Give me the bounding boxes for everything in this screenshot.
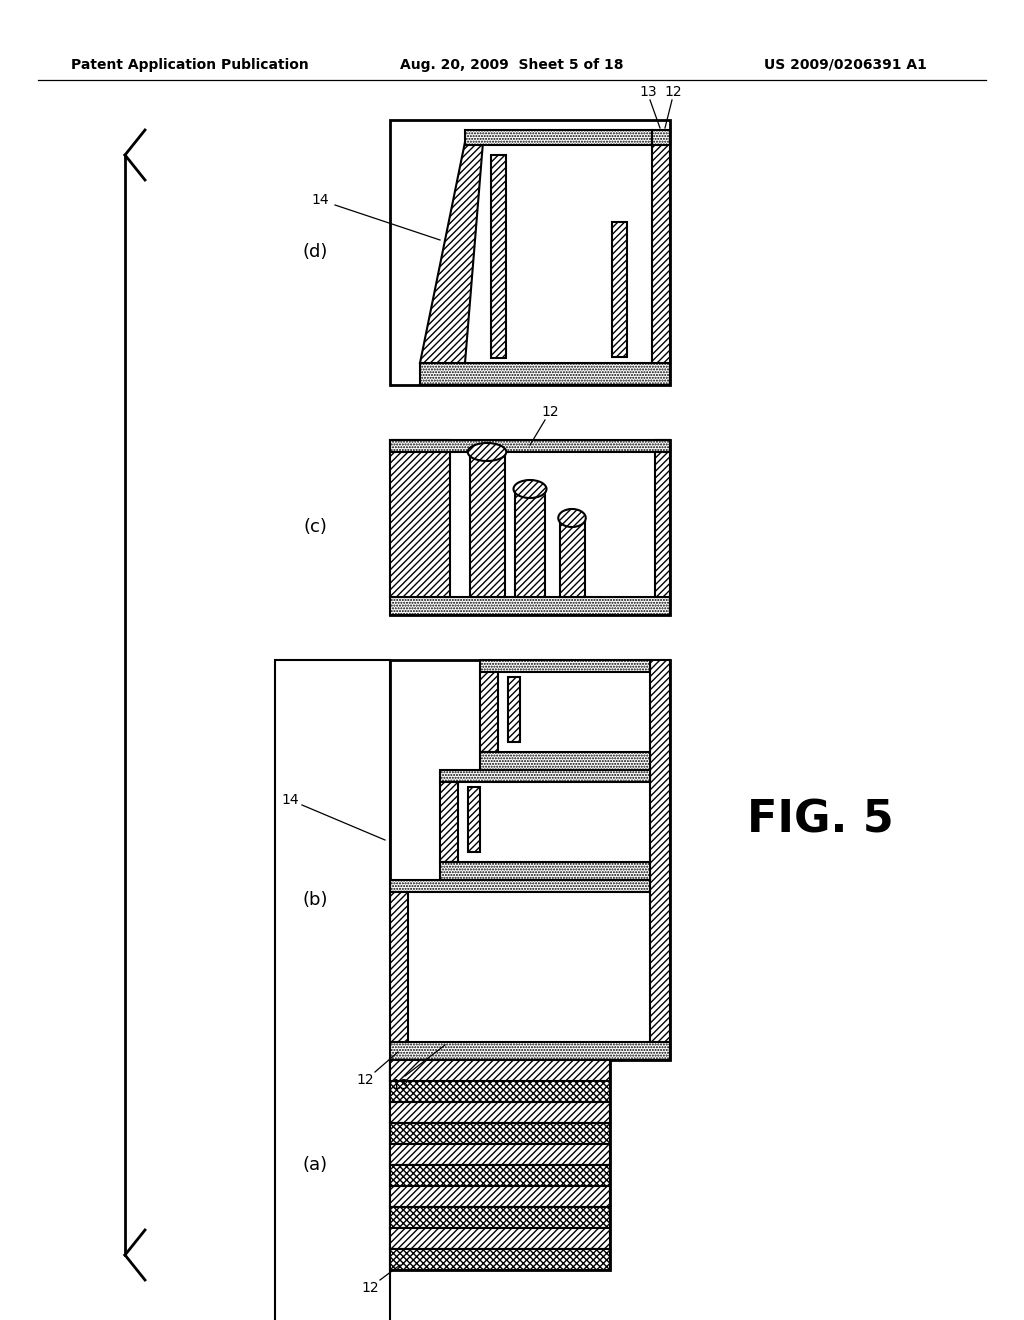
Bar <box>515 488 545 597</box>
Ellipse shape <box>558 510 586 527</box>
Bar <box>390 1041 670 1060</box>
Bar <box>468 787 480 851</box>
Text: 12: 12 <box>665 84 682 99</box>
Text: 12: 12 <box>542 405 559 418</box>
Bar <box>560 517 585 597</box>
Ellipse shape <box>513 480 547 498</box>
Bar <box>390 1185 610 1206</box>
Text: (a): (a) <box>302 1156 328 1173</box>
Bar <box>612 222 627 356</box>
Bar <box>390 1249 610 1270</box>
Bar <box>390 440 450 597</box>
Bar <box>440 770 650 781</box>
Bar <box>650 660 670 1060</box>
Bar <box>440 781 458 862</box>
Text: 14: 14 <box>311 193 329 207</box>
Bar <box>390 880 650 892</box>
Bar <box>440 862 650 880</box>
Bar <box>390 1060 610 1081</box>
Text: 12: 12 <box>356 1073 374 1086</box>
Bar <box>390 597 670 615</box>
Bar <box>275 660 390 1320</box>
Bar <box>508 677 520 742</box>
Text: Patent Application Publication: Patent Application Publication <box>71 58 309 73</box>
Bar <box>390 440 670 451</box>
Text: 13: 13 <box>639 84 656 99</box>
Text: (b): (b) <box>302 891 328 909</box>
Bar <box>652 129 670 145</box>
Text: US 2009/0206391 A1: US 2009/0206391 A1 <box>764 58 927 73</box>
Bar <box>390 440 670 615</box>
Ellipse shape <box>468 444 506 461</box>
Text: 13: 13 <box>391 1078 409 1092</box>
Bar <box>655 440 670 597</box>
Polygon shape <box>420 143 483 363</box>
Bar <box>390 1060 610 1270</box>
Bar <box>390 1102 610 1123</box>
Bar <box>390 1123 610 1144</box>
Bar <box>390 660 670 1060</box>
Text: (d): (d) <box>302 243 328 261</box>
Text: Aug. 20, 2009  Sheet 5 of 18: Aug. 20, 2009 Sheet 5 of 18 <box>400 58 624 73</box>
Bar <box>390 1228 610 1249</box>
Bar <box>490 154 506 358</box>
Bar <box>470 451 505 597</box>
Text: 12: 12 <box>361 1280 379 1295</box>
Text: FIG. 5: FIG. 5 <box>746 799 893 842</box>
Text: 14: 14 <box>282 793 299 807</box>
Text: (c): (c) <box>303 517 327 536</box>
Bar <box>652 143 670 363</box>
Bar <box>390 1081 610 1102</box>
Bar <box>480 660 650 672</box>
Bar <box>390 1206 610 1228</box>
Bar <box>390 1166 610 1185</box>
Bar <box>480 752 650 770</box>
Bar <box>390 892 408 1041</box>
Bar <box>390 1144 610 1166</box>
Bar <box>480 672 498 752</box>
Bar <box>390 1060 610 1081</box>
Bar <box>420 363 670 385</box>
Bar <box>390 120 670 385</box>
Bar <box>465 129 652 145</box>
